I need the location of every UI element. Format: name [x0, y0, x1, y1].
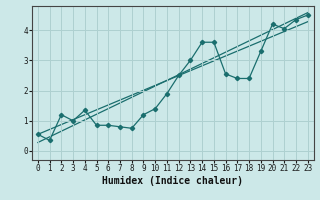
- X-axis label: Humidex (Indice chaleur): Humidex (Indice chaleur): [102, 176, 243, 186]
